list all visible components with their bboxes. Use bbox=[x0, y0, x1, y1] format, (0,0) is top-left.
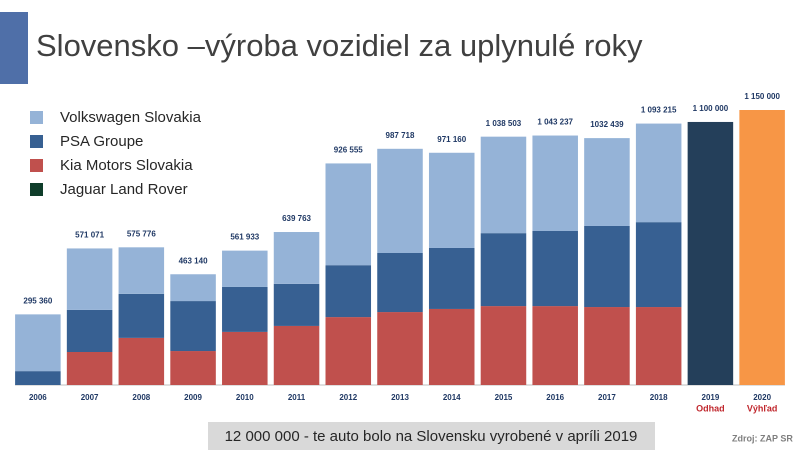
x-tick-label: 2014 bbox=[443, 393, 461, 402]
x-tick-label: 2016 bbox=[546, 393, 564, 402]
footnote-box bbox=[208, 422, 655, 450]
x-tick-label: 2020 bbox=[753, 393, 771, 402]
legend-label: Kia Motors Slovakia bbox=[60, 157, 193, 174]
bar-segment bbox=[222, 286, 268, 332]
value-label: 571 071 bbox=[75, 231, 104, 240]
legend-label: PSA Groupe bbox=[60, 133, 143, 150]
bar-segment bbox=[170, 274, 216, 302]
bar-segment bbox=[118, 337, 165, 385]
value-label: 926 555 bbox=[334, 146, 363, 155]
x-tick-label: 2009 bbox=[184, 393, 202, 402]
bar-segment bbox=[170, 301, 216, 352]
x-tick-label: 2010 bbox=[236, 393, 254, 402]
category-note: Odhad bbox=[696, 403, 725, 413]
legend-label: Volkswagen Slovakia bbox=[60, 109, 202, 126]
bar-segment bbox=[584, 138, 630, 226]
legend-label: Jaguar Land Rover bbox=[60, 181, 188, 198]
title-accent bbox=[0, 12, 28, 84]
value-label: 1 100 000 bbox=[693, 104, 729, 113]
legend-swatch bbox=[30, 111, 43, 124]
value-label: 971 160 bbox=[437, 135, 466, 144]
bar-segment bbox=[66, 248, 113, 310]
x-tick-label: 2013 bbox=[391, 393, 409, 402]
value-label: 575 776 bbox=[127, 229, 156, 238]
legend-swatch bbox=[30, 159, 43, 172]
value-label: 561 933 bbox=[230, 233, 259, 242]
chart-title: Slovensko –výroba vozidiel za uplynulé r… bbox=[36, 28, 643, 63]
source: Zdroj: ZAP SR bbox=[732, 433, 793, 443]
bar-segment bbox=[222, 250, 268, 287]
legend-swatch bbox=[30, 135, 43, 148]
bar-segment bbox=[377, 312, 423, 385]
bar-segment bbox=[635, 307, 682, 385]
bar-segment bbox=[635, 123, 682, 223]
x-tick-label: 2006 bbox=[29, 393, 47, 402]
value-label: 1 150 000 bbox=[744, 92, 780, 101]
value-label: 639 763 bbox=[282, 214, 311, 223]
value-label: 987 718 bbox=[386, 131, 415, 140]
bar-segment bbox=[273, 283, 320, 326]
bar-segment bbox=[273, 232, 320, 284]
x-tick-label: 2019 bbox=[702, 393, 720, 402]
x-tick-label: 2017 bbox=[598, 393, 616, 402]
x-tick-label: 2011 bbox=[288, 393, 306, 402]
bar-segment bbox=[66, 309, 113, 352]
legend-swatch bbox=[30, 183, 43, 196]
bar-segment bbox=[532, 306, 578, 385]
bar-segment bbox=[532, 231, 578, 307]
bar-segment bbox=[66, 352, 113, 385]
bar bbox=[739, 110, 785, 385]
bar-segment bbox=[325, 163, 372, 266]
x-tick-label: 2015 bbox=[495, 393, 513, 402]
bar-segment bbox=[532, 135, 578, 231]
bar-segment bbox=[480, 136, 527, 234]
bar-segment bbox=[480, 306, 527, 385]
bar-segment bbox=[170, 351, 216, 385]
bar-segment bbox=[377, 148, 423, 253]
bar-segment bbox=[377, 253, 423, 313]
x-tick-label: 2008 bbox=[132, 393, 150, 402]
x-tick-label: 2018 bbox=[650, 393, 668, 402]
bar-segment bbox=[325, 317, 372, 385]
bar-segment bbox=[584, 307, 630, 385]
bar-segment bbox=[325, 265, 372, 318]
bar-segment bbox=[428, 152, 475, 248]
bar bbox=[687, 121, 734, 386]
value-label: 295 360 bbox=[23, 296, 52, 305]
value-label: 1 038 503 bbox=[486, 119, 522, 128]
bar-segment bbox=[428, 308, 475, 385]
bar-segment bbox=[222, 331, 268, 385]
bar-segment bbox=[118, 247, 165, 294]
value-label: 1 093 215 bbox=[641, 106, 677, 115]
bar-segment bbox=[118, 293, 165, 338]
bar-segment bbox=[480, 233, 527, 307]
bar-segment bbox=[15, 371, 61, 385]
category-note: Výhľad bbox=[747, 403, 777, 413]
bar-segment bbox=[15, 314, 61, 372]
bar-segment bbox=[273, 325, 320, 385]
bar-segment bbox=[635, 222, 682, 308]
value-label: 1 043 237 bbox=[537, 118, 573, 127]
x-tick-label: 2007 bbox=[81, 393, 99, 402]
footnote: 12 000 000 - te auto bolo na Slovensku v… bbox=[225, 428, 638, 445]
bar-segment bbox=[428, 247, 475, 309]
value-label: 1032 439 bbox=[590, 120, 624, 129]
bar-segment bbox=[584, 225, 630, 308]
value-label: 463 140 bbox=[179, 256, 208, 265]
x-tick-label: 2012 bbox=[339, 393, 357, 402]
